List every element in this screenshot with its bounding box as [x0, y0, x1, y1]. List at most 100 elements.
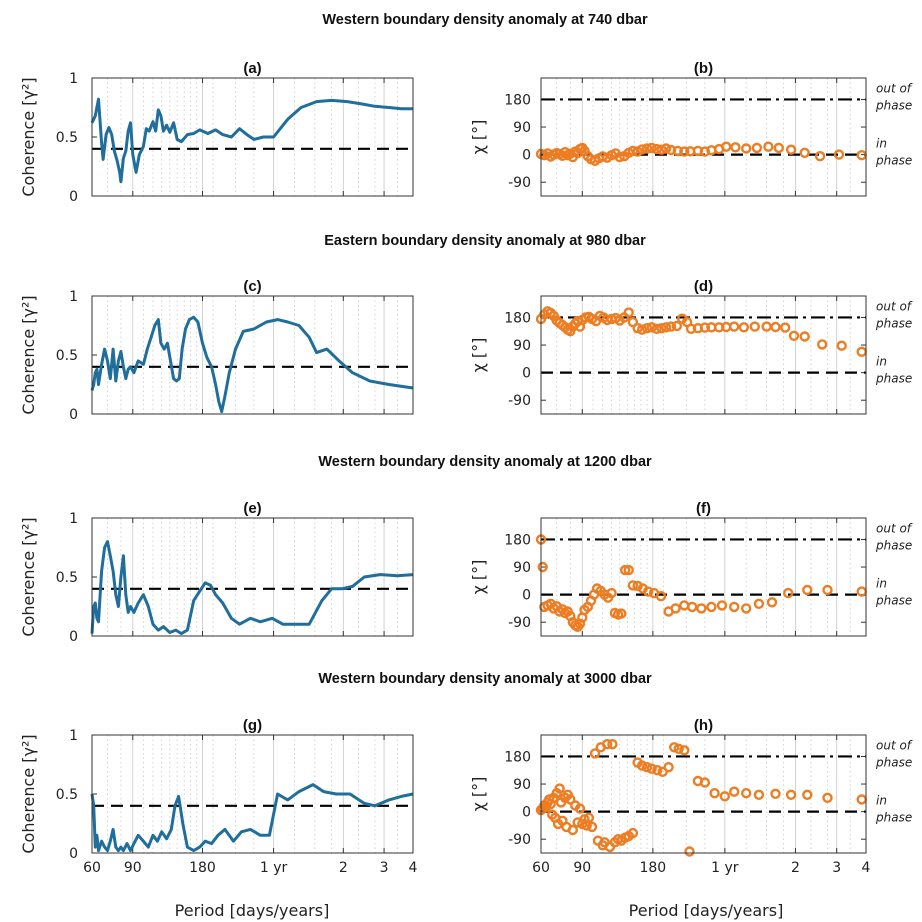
axes-frame-coh-0 [91, 77, 414, 197]
phase-point-2-45 [741, 603, 752, 614]
phase-point-3-28 [589, 748, 601, 759]
phase-point-3-43 [636, 760, 648, 771]
phase-point-3-22 [574, 803, 586, 814]
x-tick-label-coh-1: 90 [124, 860, 142, 876]
phase-y-tick-label-0-2: 90 [513, 120, 531, 136]
phase-point-1-42 [699, 322, 711, 333]
phase-point-1-34 [656, 323, 667, 334]
row-title-2: Eastern boundary density anomaly at 980 … [324, 233, 646, 249]
phase-point-0-34 [656, 144, 667, 155]
coh-y-tick-label-3-0: 0 [69, 846, 78, 862]
row-title-3: Western boundary density anomaly at 1200… [318, 454, 652, 470]
phase-point-3-60 [770, 788, 781, 799]
phase-point-3-50 [673, 743, 684, 754]
out-of-phase-text-1-1: out of [876, 299, 913, 313]
phase-point-2-32 [632, 580, 643, 592]
out-of-phase-text-2-1: out of [876, 521, 913, 535]
row-4: Western boundary density anomaly at 3000… [19, 671, 913, 876]
phase-point-0-38 [679, 146, 690, 157]
coherence-y-axis-label-3: Coherence [γ²] [19, 734, 38, 853]
panel-label-0-left: (a) [243, 60, 261, 77]
coherence-series-line-2 [90, 540, 414, 636]
phase-point-3-54 [699, 777, 711, 788]
phase-point-1-51 [780, 322, 791, 333]
phase-point-2-43 [716, 600, 728, 611]
row-title-4: Western boundary density anomaly at 3000… [318, 671, 652, 687]
phase-point-2-28 [616, 608, 627, 619]
coh-y-tick-label-0-2: 1 [69, 71, 78, 87]
coherence-series-line-0 [90, 97, 413, 184]
row-3: Western boundary density anomaly at 1200… [19, 454, 913, 645]
phase-point-2-29 [619, 564, 631, 576]
phase-y-tick-label-2-3: 180 [504, 532, 531, 548]
phase-point-3-27 [586, 821, 598, 833]
panel-label-1-left: (c) [243, 278, 261, 295]
phase-panel-h: 60 90 180 1 yr 2 3 4 -90 0 90 180 (h) χ [°] out of pha… [469, 717, 913, 876]
phase-point-3-19 [567, 824, 578, 836]
panel-label-2-right: (f) [696, 500, 711, 517]
phase-point-3-12 [554, 783, 565, 794]
phase-point-2-30 [623, 564, 634, 576]
phase-y-axis-label-2: χ [°] [469, 560, 488, 595]
phase-point-0-44 [721, 141, 732, 152]
phase-point-3-45 [646, 763, 657, 774]
phase-point-3-58 [741, 788, 752, 799]
phase-y-tick-label-2-1: 0 [522, 588, 531, 604]
phase-y-tick-label-0-0: -90 [508, 175, 531, 191]
row-1: Western boundary density anomaly at 740 … [19, 12, 913, 205]
x-tick-label-coh-4: 2 [339, 860, 348, 876]
phase-point-3-18 [565, 794, 576, 805]
coherence-panel-e: 0 0.5 1 (e) Coherence [γ²] [19, 500, 414, 645]
coherence-panel-a: 0 0.5 1 (a) Coherence [γ²] [19, 60, 414, 205]
panel-label-2-left: (e) [243, 500, 261, 517]
phase-point-0-47 [751, 142, 763, 154]
phase-point-1-53 [799, 331, 810, 342]
phase-point-1-32 [646, 322, 657, 333]
phase-point-0-33 [651, 143, 662, 155]
coherence-series-line-1 [90, 315, 414, 414]
x-tick-label-coh-2: 180 [189, 860, 216, 876]
phase-point-3-57 [729, 786, 740, 797]
out-of-phase-text-3-2: phase [875, 755, 912, 769]
phase-point-3-26 [583, 812, 595, 823]
in-phase-text-2-2: phase [875, 594, 912, 608]
phase-point-2-46 [753, 598, 765, 609]
phase-point-2-40 [687, 601, 698, 613]
phase-point-2-49 [802, 584, 813, 596]
phase-y-tick-label-1-0: -90 [508, 393, 531, 409]
phase-point-3-48 [663, 762, 674, 773]
coherence-panel-c: 0 0.5 1 (c) Coherence [γ²] [19, 278, 414, 423]
phase-point-3-56 [719, 791, 730, 802]
phase-point-0-28 [627, 145, 639, 157]
coh-y-tick-label-0-0: 0 [69, 189, 78, 205]
coherence-series-line-3 [90, 783, 414, 853]
phase-point-0-48 [763, 141, 774, 152]
row-title-1: Western boundary density anomaly at 740 … [322, 12, 648, 28]
phase-y-tick-label-2-0: -90 [508, 615, 531, 631]
panel-label-0-right: (b) [694, 60, 713, 77]
phase-point-1-30 [636, 324, 648, 335]
in-phase-text-3-1: in [876, 794, 887, 808]
phase-point-1-54 [817, 339, 828, 350]
panel-label-1-right: (d) [694, 278, 713, 295]
phase-point-0-49 [773, 142, 784, 154]
axes-frame-ph-1 [540, 295, 867, 415]
phase-point-1-47 [738, 322, 750, 333]
phase-point-3-64 [856, 794, 867, 805]
x-tick-label-ph-6: 4 [862, 860, 871, 876]
phase-point-3-41 [627, 827, 639, 839]
axes-frame-coh-3 [91, 734, 414, 854]
coherence-y-axis-label-0: Coherence [γ²] [19, 77, 38, 196]
phase-y-axis-label-0: χ [°] [469, 120, 488, 155]
panel-label-3-left: (g) [243, 717, 262, 734]
phase-y-tick-label-1-2: 90 [513, 338, 531, 354]
x-tick-label-ph-1: 90 [573, 860, 591, 876]
coh-y-tick-label-1-0: 0 [69, 407, 78, 423]
phase-point-1-46 [729, 321, 740, 332]
coherence-panel-g: 60 90 180 1 yr 2 3 4 0 0.5 1 (g) Coherence [γ²] [19, 717, 418, 876]
x-tick-label-ph-3: 1 yr [711, 860, 739, 876]
row-2: Eastern boundary density anomaly at 980 … [19, 233, 913, 423]
phase-point-2-25 [606, 587, 617, 599]
panel-label-3-right: (h) [694, 717, 713, 734]
